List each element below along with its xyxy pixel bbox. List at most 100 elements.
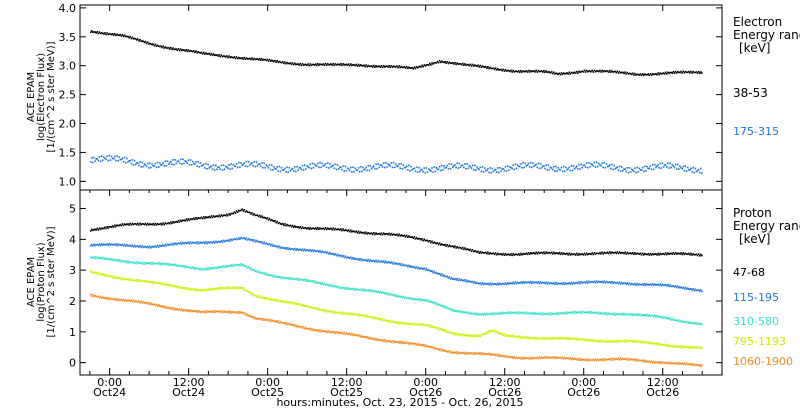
proton-data-point [162,263,164,265]
electron-data-point [442,61,444,63]
electron-data-point [513,168,516,171]
proton-data-point [208,289,210,291]
proton-data-point [416,342,419,345]
electron-data-point [658,73,660,76]
electron-data-point [261,58,263,60]
proton-data-point [217,215,219,218]
proton-data-point [601,341,603,343]
proton-data-point [162,306,164,308]
electron-data-point [235,163,238,165]
proton-data-point [337,331,340,334]
proton-data-point [149,303,151,306]
proton-data-point [450,277,453,279]
electron-data-point [156,44,159,47]
proton-data-point [278,276,281,278]
proton-data-point [561,312,564,315]
electron-data-point [505,70,508,72]
proton-data-point [347,229,350,231]
electron-data-point [335,64,338,66]
proton-data-point [448,307,451,310]
electron-data-point [137,162,139,164]
proton-data-point [474,250,476,252]
proton-data-point [548,251,551,254]
proton-data-point [344,333,347,335]
proton-data-point [119,223,122,226]
proton-data-point [613,358,615,361]
proton-data-point [517,282,520,284]
proton-data-point [211,216,214,219]
proton-data-point [458,352,461,355]
proton-data-point [645,359,647,362]
proton-data-point [171,284,173,286]
proton-data-point [335,286,338,289]
proton-data-point [662,317,665,319]
proton-data-point [511,334,513,337]
proton-data-point [540,251,543,254]
proton-data-point [266,319,269,321]
proton-data-point [584,338,587,340]
proton-data-point [373,290,375,293]
proton-y-tick-label: 3 [69,264,76,277]
proton-data-point [319,330,321,333]
proton-data-point [303,305,306,307]
proton-data-point [287,301,289,303]
proton-data-point [263,319,265,321]
proton-data-point [166,283,169,286]
proton-data-point [219,215,221,218]
electron-data-point [149,162,151,164]
proton-data-point [342,313,344,315]
proton-data-point [366,314,368,317]
proton-data-point [432,242,434,244]
proton-data-point [275,221,277,224]
electron-data-point [400,162,403,165]
proton-data-point [137,222,139,225]
proton-data-point [355,314,358,317]
proton-data-point [268,243,271,245]
proton-data-point [659,283,661,285]
proton-data-point [570,252,573,255]
electron-data-point [696,72,699,74]
proton-data-point [314,250,317,252]
electron-data-point [382,65,385,67]
proton-data-point [189,218,192,220]
proton-data-point [595,311,598,314]
proton-data-point [181,308,183,310]
proton-data-point [306,327,308,330]
proton-data-point [486,353,488,355]
electron-data-point [695,71,698,73]
proton-data-point [166,222,169,225]
proton-data-point [441,329,443,331]
proton-data-point [645,253,647,256]
proton-data-point [109,259,112,261]
proton-data-point [668,285,670,288]
electron-data-point [195,161,197,163]
proton-data-point [227,286,229,288]
proton-data-point [635,314,637,316]
proton-data-point [590,253,592,256]
proton-data-point [152,303,154,306]
electron-data-point [197,51,199,53]
proton-data-point [460,279,463,281]
electron-data-point [315,64,318,67]
proton-data-point [571,357,574,359]
electron-data-point [254,58,257,61]
electron-data-point [688,169,690,171]
proton-data-point [154,282,157,285]
proton-data-point [672,362,675,365]
proton-data-point [233,311,236,314]
proton-data-point [579,282,581,285]
proton-data-point [230,312,232,314]
proton-data-point [341,255,343,258]
proton-data-point [431,301,433,304]
proton-data-point [549,356,552,359]
proton-data-point [636,282,638,285]
proton-data-point [142,263,145,265]
proton-data-point [557,252,559,255]
proton-data-point [545,313,547,315]
proton-data-point [510,336,512,338]
electron-data-point [629,171,632,173]
proton-data-point [360,289,363,292]
proton-data-point [380,339,383,342]
proton-data-point [533,252,535,254]
proton-data-point [337,287,340,289]
